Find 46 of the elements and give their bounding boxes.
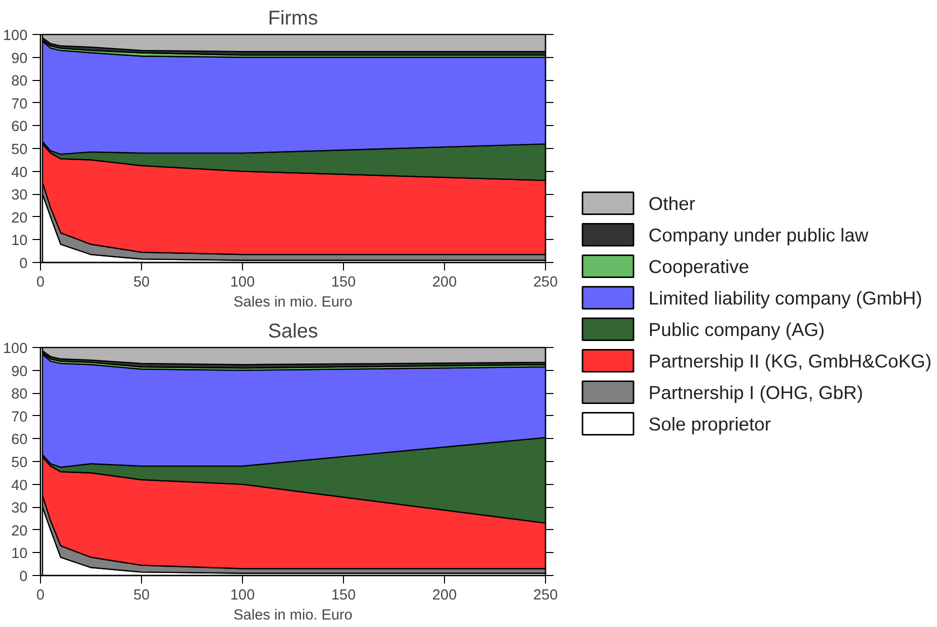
chart-title: Sales — [268, 320, 318, 342]
y-tick-label: 40 — [11, 164, 28, 181]
y-tick-label: 80 — [11, 386, 28, 403]
y-tick-label: 100 — [3, 28, 28, 44]
y-tick-label: 20 — [11, 523, 28, 540]
y-tick-label: 90 — [11, 50, 28, 67]
y-tick-label: 70 — [11, 409, 28, 426]
legend-label: Limited liability company (GmbH) — [648, 287, 922, 308]
x-tick-label: 150 — [331, 588, 356, 604]
y-tick-label: 60 — [11, 432, 28, 448]
y-tick-label: 10 — [11, 233, 28, 250]
legend-label: Company under public law — [648, 224, 869, 246]
x-tick-label: 0 — [36, 274, 45, 290]
x-tick-label: 100 — [230, 588, 255, 604]
y-tick-label: 0 — [19, 569, 28, 585]
y-tick-label: 30 — [11, 500, 28, 517]
x-tick-label: 200 — [432, 274, 457, 290]
legend-label: Partnership I (OHG, GbR) — [648, 382, 864, 403]
legend-label: Partnership II (KG, GmbH&CoKG) — [648, 350, 932, 372]
y-tick-label: 90 — [11, 364, 28, 380]
x-tick-label: 250 — [533, 274, 558, 290]
x-tick-label: 150 — [331, 274, 356, 290]
x-axis-title: Sales in mio. Euro — [234, 294, 352, 310]
legend-label: Public company (AG) — [648, 318, 825, 340]
chart-title: Firms — [268, 8, 318, 30]
legend-label: Cooperative — [648, 256, 750, 277]
y-tick-label: 30 — [11, 188, 28, 204]
x-tick-label: 0 — [36, 588, 45, 604]
x-tick-label: 250 — [533, 588, 558, 604]
x-tick-label: 100 — [230, 274, 255, 290]
x-tick-label: 50 — [133, 588, 150, 604]
legend-label: Sole proprietor — [648, 413, 771, 434]
x-tick-label: 50 — [133, 274, 150, 290]
y-tick-label: 10 — [11, 546, 28, 562]
y-tick-label: 20 — [11, 210, 28, 226]
y-tick-label: 0 — [19, 256, 28, 272]
x-tick-label: 200 — [432, 588, 457, 604]
y-tick-label: 80 — [11, 74, 28, 90]
x-axis-title: Sales in mio. Euro — [234, 608, 352, 624]
y-tick-label: 50 — [11, 142, 28, 158]
y-tick-label: 60 — [11, 119, 28, 136]
y-tick-label: 40 — [11, 478, 28, 494]
y-tick-label: 100 — [3, 341, 28, 357]
y-tick-label: 50 — [11, 455, 28, 471]
y-tick-label: 70 — [11, 96, 28, 112]
legend-label: Other — [648, 192, 696, 214]
